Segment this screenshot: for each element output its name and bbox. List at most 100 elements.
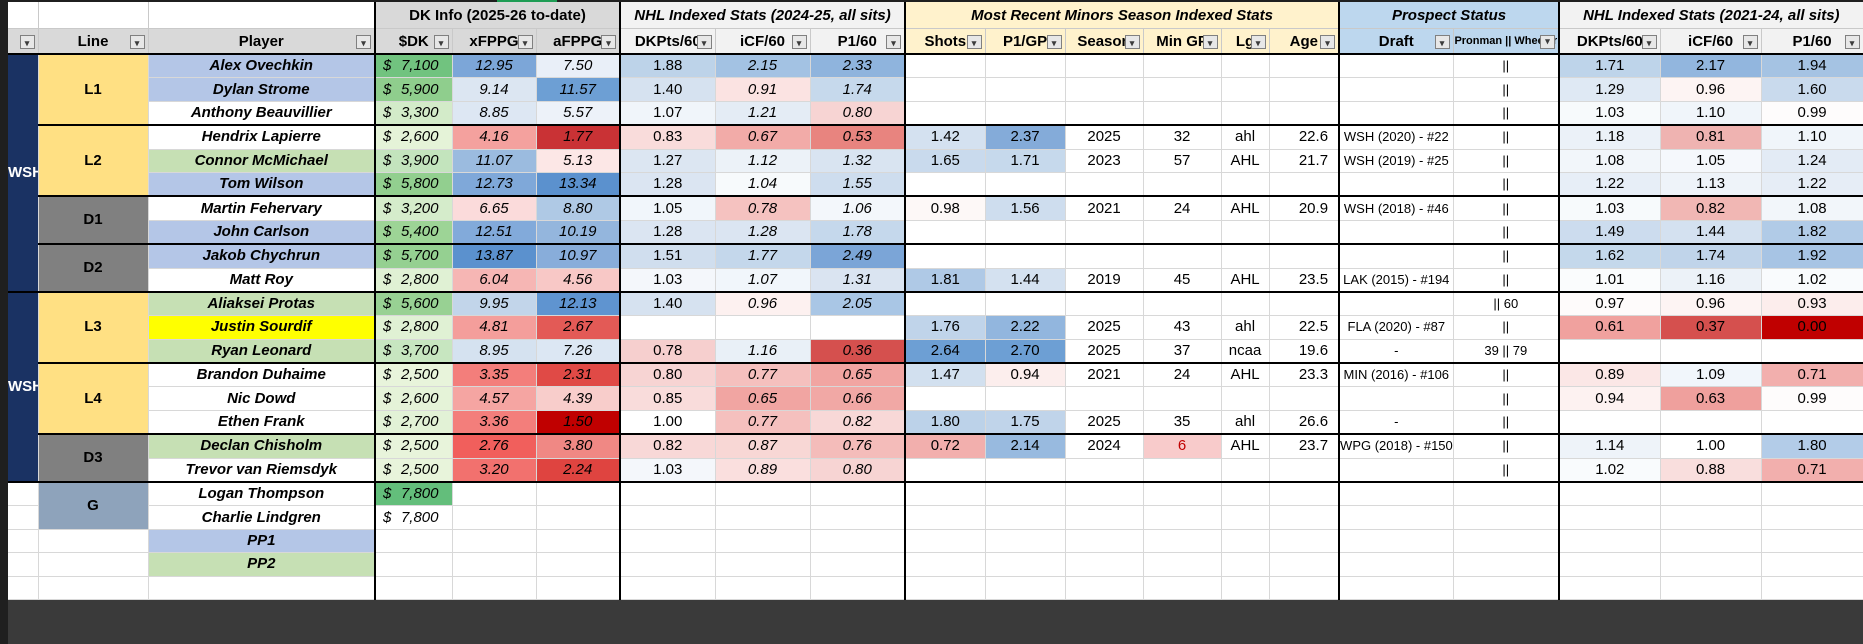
cell-xfppg[interactable]: 4.81 [452, 315, 537, 340]
cell-dk[interactable]: $2,800 [374, 268, 453, 293]
cell-lg[interactable] [1221, 386, 1270, 411]
column-header-season[interactable]: Season [1065, 28, 1144, 55]
cell-dkpts60_b[interactable] [1558, 552, 1661, 577]
cell-season[interactable] [1065, 77, 1144, 102]
cell-afppg[interactable] [536, 529, 621, 554]
cell-shots[interactable] [904, 552, 986, 577]
cell-p1_60_b[interactable] [1761, 481, 1863, 507]
cell-p1_60_a[interactable]: 0.76 [810, 433, 906, 459]
cell-xfppg[interactable]: 11.07 [452, 149, 537, 173]
cell-age[interactable] [1269, 243, 1340, 269]
cell-afppg[interactable]: 10.97 [536, 243, 621, 269]
cell-age[interactable]: 20.9 [1269, 195, 1340, 221]
cell-afppg[interactable]: 12.13 [536, 290, 621, 317]
filter-dropdown-icon[interactable] [1046, 35, 1062, 49]
cell-p1_60_a[interactable]: 1.78 [810, 220, 906, 245]
cell-dk[interactable]: $2,800 [374, 315, 453, 340]
cell-p1gp[interactable] [985, 458, 1066, 483]
cell-dkpts60_a[interactable]: 1.27 [619, 149, 716, 173]
cell-icf60_a[interactable]: 0.65 [715, 386, 811, 411]
cell-season[interactable]: 2025 [1065, 339, 1144, 364]
cell-p1gp[interactable]: 2.22 [985, 315, 1066, 340]
cell-dk[interactable]: $5,600 [374, 290, 453, 317]
cell-p1gp[interactable] [985, 552, 1066, 577]
cell-icf60_b[interactable]: 1.00 [1660, 433, 1762, 459]
cell-pronman_wheeler[interactable]: || [1453, 458, 1560, 483]
cell-dkpts60_a[interactable] [619, 552, 716, 577]
cell-age[interactable] [1269, 505, 1340, 530]
cell-icf60_a[interactable]: 1.77 [715, 243, 811, 269]
cell-shots[interactable]: 1.42 [904, 124, 986, 150]
cell-lg[interactable] [1221, 552, 1270, 577]
cell-pronman_wheeler[interactable] [1453, 481, 1560, 507]
cell-lg[interactable] [1221, 77, 1270, 102]
cell-dkpts60_b[interactable] [1558, 410, 1661, 435]
cell-draft[interactable] [1338, 243, 1454, 269]
player-cell[interactable] [148, 576, 376, 600]
cell-dkpts60_a[interactable] [619, 505, 716, 530]
cell-age[interactable]: 22.5 [1269, 315, 1340, 340]
cell-icf60_a[interactable]: 0.78 [715, 195, 811, 221]
cell-p1_60_b[interactable]: 1.02 [1761, 268, 1863, 293]
cell-icf60_b[interactable] [1660, 529, 1762, 554]
cell-p1_60_b[interactable]: 1.08 [1761, 195, 1863, 221]
cell-season[interactable] [1065, 101, 1144, 126]
player-cell[interactable]: John Carlson [148, 220, 376, 245]
team-cell-empty[interactable] [8, 529, 39, 554]
line-cell-d3[interactable]: D3 [38, 433, 149, 483]
cell-age[interactable] [1269, 386, 1340, 411]
cell-lg[interactable] [1221, 101, 1270, 126]
cell-p1_60_b[interactable]: 1.22 [1761, 172, 1863, 197]
cell-shots[interactable]: 1.76 [904, 315, 986, 340]
cell-draft[interactable]: WPG (2018) - #150 [1338, 433, 1454, 459]
cell-p1_60_b[interactable]: 0.71 [1761, 362, 1863, 388]
cell-age[interactable] [1269, 552, 1340, 577]
cell-age[interactable] [1269, 172, 1340, 197]
filter-dropdown-icon[interactable] [1641, 35, 1657, 49]
cell-draft[interactable] [1338, 101, 1454, 126]
cell-lg[interactable]: AHL [1221, 268, 1270, 293]
cell-dk[interactable]: $2,600 [374, 386, 453, 411]
cell-dkpts60_b[interactable]: 1.02 [1558, 458, 1661, 483]
cell-p1_60_b[interactable] [1761, 505, 1863, 530]
cell-season[interactable] [1065, 552, 1144, 577]
cell-season[interactable] [1065, 481, 1144, 507]
cell-dkpts60_a[interactable]: 1.03 [619, 268, 716, 293]
cell-dk[interactable]: $2,500 [374, 433, 453, 459]
cell-dk[interactable]: $3,700 [374, 339, 453, 364]
cell-dkpts60_b[interactable] [1558, 529, 1661, 554]
cell-age[interactable]: 19.6 [1269, 339, 1340, 364]
cell-season[interactable] [1065, 243, 1144, 269]
cell-min_gp[interactable] [1143, 172, 1222, 197]
cell-afppg[interactable]: 1.50 [536, 410, 621, 435]
cell-icf60_b[interactable]: 1.10 [1660, 101, 1762, 126]
cell-dkpts60_b[interactable]: 1.71 [1558, 54, 1661, 79]
cell-p1_60_b[interactable]: 0.99 [1761, 386, 1863, 411]
cell-afppg[interactable]: 2.67 [536, 315, 621, 340]
cell-dkpts60_a[interactable]: 1.40 [619, 290, 716, 317]
cell-afppg[interactable]: 11.57 [536, 77, 621, 102]
cell-icf60_a[interactable] [715, 315, 811, 340]
cell-afppg[interactable] [536, 481, 621, 507]
cell-xfppg[interactable] [452, 481, 537, 507]
cell-draft[interactable] [1338, 220, 1454, 245]
cell-min_gp[interactable] [1143, 220, 1222, 245]
cell-dkpts60_b[interactable]: 1.18 [1558, 124, 1661, 150]
column-header-dk[interactable]: $DK [374, 28, 453, 55]
cell-dk[interactable]: $5,700 [374, 243, 453, 269]
cell-draft[interactable]: LAK (2015) - #194 [1338, 268, 1454, 293]
cell-dkpts60_a[interactable]: 1.28 [619, 172, 716, 197]
cell-age[interactable]: 23.7 [1269, 433, 1340, 459]
cell-dkpts60_b[interactable]: 1.22 [1558, 172, 1661, 197]
cell-pronman_wheeler[interactable]: || [1453, 172, 1560, 197]
cell-p1_60_a[interactable]: 1.06 [810, 195, 906, 221]
cell-shots[interactable] [904, 290, 986, 317]
cell-lg[interactable] [1221, 505, 1270, 530]
cell-shots[interactable] [904, 458, 986, 483]
cell-min_gp[interactable]: 32 [1143, 124, 1222, 150]
cell-shots[interactable] [904, 576, 986, 600]
cell-p1_60_a[interactable]: 0.66 [810, 386, 906, 411]
cell-dkpts60_b[interactable]: 0.94 [1558, 386, 1661, 411]
cell-dkpts60_b[interactable]: 0.89 [1558, 362, 1661, 388]
cell-age[interactable] [1269, 529, 1340, 554]
